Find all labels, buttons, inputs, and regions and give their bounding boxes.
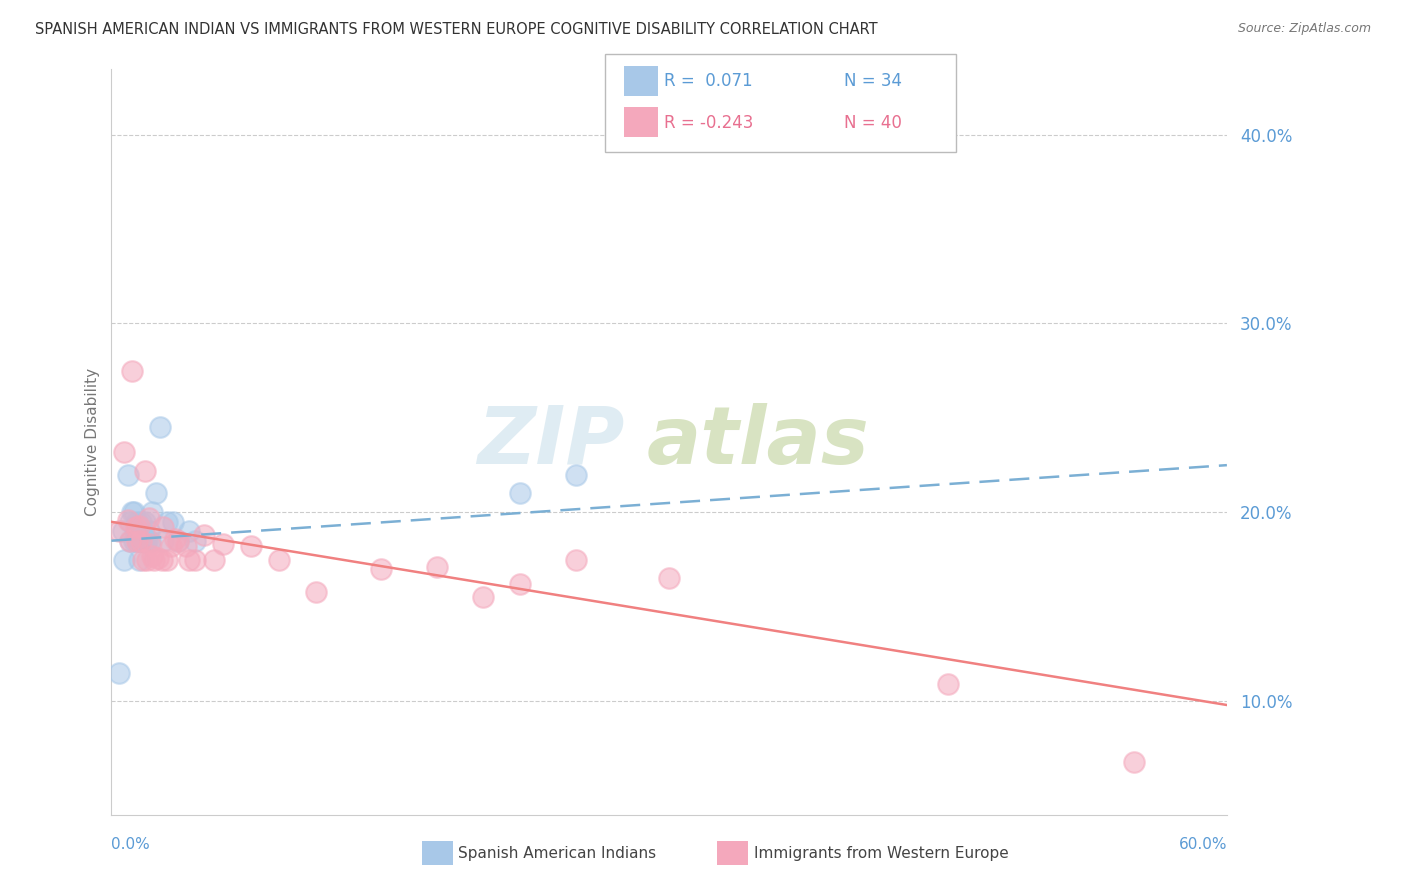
Point <box>134 515 156 529</box>
Point <box>129 533 152 548</box>
Point <box>305 584 328 599</box>
Point <box>1122 755 1144 769</box>
Point <box>150 552 173 566</box>
Point <box>143 552 166 566</box>
Point <box>167 533 190 548</box>
Point <box>162 515 184 529</box>
Point <box>134 533 156 548</box>
Point <box>127 533 149 548</box>
Point <box>184 533 207 548</box>
Point <box>202 552 225 566</box>
Point <box>127 533 149 548</box>
Point <box>167 533 190 548</box>
Text: N = 40: N = 40 <box>844 114 901 132</box>
Point <box>156 515 179 529</box>
Point <box>132 552 155 566</box>
Point <box>127 515 149 529</box>
Y-axis label: Cognitive Disability: Cognitive Disability <box>86 368 100 516</box>
Point <box>135 533 157 548</box>
Point <box>146 550 169 565</box>
Point <box>152 520 174 534</box>
Point <box>193 528 215 542</box>
Text: Spanish American Indians: Spanish American Indians <box>458 847 657 862</box>
Point <box>129 515 152 529</box>
Point <box>108 524 131 539</box>
Point <box>160 540 183 554</box>
Point <box>184 552 207 566</box>
Point <box>128 518 150 533</box>
Point <box>212 537 235 551</box>
Point <box>108 665 131 680</box>
Point <box>129 533 152 548</box>
Point <box>472 591 495 605</box>
Point <box>145 486 167 500</box>
Point <box>936 677 959 691</box>
Point <box>135 552 157 566</box>
Point <box>370 562 392 576</box>
Text: Immigrants from Western Europe: Immigrants from Western Europe <box>754 847 1008 862</box>
Point <box>565 552 588 566</box>
Point <box>156 552 179 566</box>
Text: SPANISH AMERICAN INDIAN VS IMMIGRANTS FROM WESTERN EUROPE COGNITIVE DISABILITY C: SPANISH AMERICAN INDIAN VS IMMIGRANTS FR… <box>35 22 877 37</box>
Text: R =  0.071: R = 0.071 <box>664 72 752 90</box>
Point <box>118 533 141 548</box>
Point <box>509 486 531 500</box>
Point <box>124 520 146 534</box>
Point <box>128 533 150 548</box>
Point <box>118 533 141 548</box>
Point <box>121 505 143 519</box>
Text: 60.0%: 60.0% <box>1178 837 1227 852</box>
Point <box>112 552 135 566</box>
Point <box>152 533 174 548</box>
Text: 0.0%: 0.0% <box>111 837 150 852</box>
Point <box>509 577 531 591</box>
Point <box>112 445 135 459</box>
Text: N = 34: N = 34 <box>844 72 901 90</box>
Point <box>658 572 681 586</box>
Point <box>134 464 156 478</box>
Point <box>565 467 588 482</box>
Point <box>122 505 145 519</box>
Text: atlas: atlas <box>647 402 869 481</box>
Point <box>117 467 139 482</box>
Point <box>426 560 449 574</box>
Point <box>139 533 162 548</box>
Point <box>141 505 163 519</box>
Point <box>139 537 162 551</box>
Point <box>118 515 141 529</box>
Point <box>128 552 150 566</box>
Point <box>138 511 160 525</box>
Point <box>111 524 134 539</box>
Point <box>117 513 139 527</box>
Point <box>267 552 290 566</box>
Point <box>124 524 146 539</box>
Point <box>121 364 143 378</box>
Point <box>141 549 163 563</box>
Text: ZIP: ZIP <box>477 402 624 481</box>
Text: Source: ZipAtlas.com: Source: ZipAtlas.com <box>1237 22 1371 36</box>
Point <box>179 524 201 539</box>
Point <box>239 540 262 554</box>
Point <box>138 524 160 539</box>
Point <box>174 540 197 554</box>
Text: R = -0.243: R = -0.243 <box>664 114 754 132</box>
Point <box>179 552 201 566</box>
Point <box>132 533 155 548</box>
Point <box>163 532 186 546</box>
Point <box>132 524 155 539</box>
Point <box>122 533 145 548</box>
Point <box>149 420 172 434</box>
